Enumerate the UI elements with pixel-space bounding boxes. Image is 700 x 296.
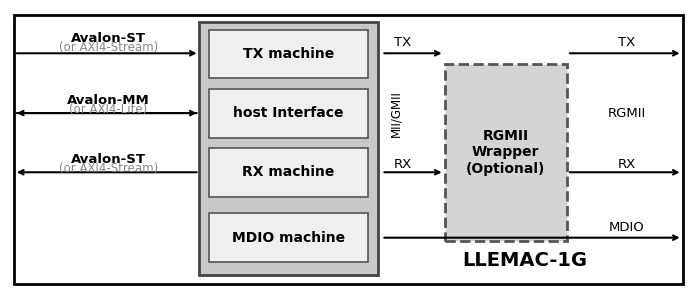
Text: Avalon-MM: Avalon-MM bbox=[67, 94, 150, 107]
Text: RX: RX bbox=[393, 158, 412, 171]
Text: TX: TX bbox=[394, 36, 411, 49]
Text: Avalon-ST: Avalon-ST bbox=[71, 153, 146, 166]
Bar bbox=[199, 22, 378, 275]
Bar bbox=[209, 148, 368, 197]
Text: LLEMAC-1G: LLEMAC-1G bbox=[463, 251, 587, 270]
Text: MDIO: MDIO bbox=[608, 221, 645, 234]
Bar bbox=[209, 30, 368, 78]
Text: (or AXI4-Stream): (or AXI4-Stream) bbox=[59, 162, 158, 175]
Text: RGMII: RGMII bbox=[608, 107, 645, 120]
Text: (or AXI4-Lite): (or AXI4-Lite) bbox=[69, 103, 148, 116]
Text: RX: RX bbox=[617, 158, 636, 171]
Bar bbox=[444, 64, 567, 241]
Text: RX machine: RX machine bbox=[242, 165, 335, 179]
Text: TX machine: TX machine bbox=[243, 47, 334, 61]
Text: host Interface: host Interface bbox=[233, 106, 344, 120]
Text: TX: TX bbox=[618, 36, 635, 49]
Text: MII/GMII: MII/GMII bbox=[389, 90, 402, 136]
Bar bbox=[209, 89, 368, 138]
Text: RGMII
Wrapper
(Optional): RGMII Wrapper (Optional) bbox=[466, 129, 545, 176]
Text: (or AXI4-Stream): (or AXI4-Stream) bbox=[59, 41, 158, 54]
Bar bbox=[209, 213, 368, 262]
Text: Avalon-ST: Avalon-ST bbox=[71, 32, 146, 45]
Text: MDIO machine: MDIO machine bbox=[232, 231, 345, 244]
